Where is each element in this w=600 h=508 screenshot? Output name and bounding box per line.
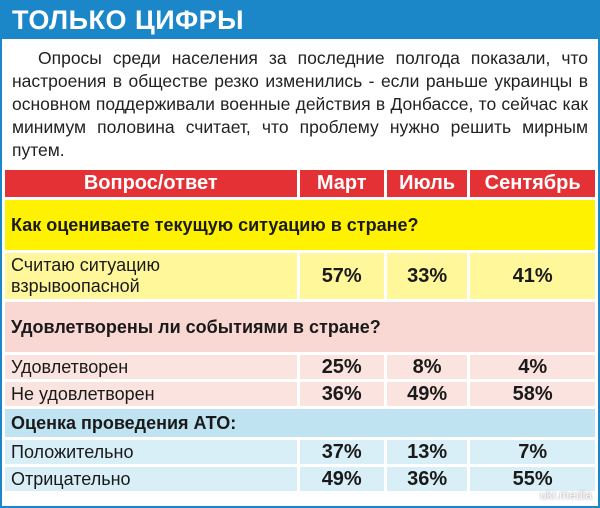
banner-title: ТОЛЬКО ЦИФРЫ	[2, 2, 598, 39]
table-header-row: Вопрос/ответ Март Июль Сентябрь	[5, 170, 595, 197]
answer-label: Считаю ситуацию взрывоопасной	[5, 253, 297, 299]
table-row: Положительно 37% 13% 7%	[5, 440, 595, 464]
value-march: 49%	[299, 467, 384, 491]
section-question-row: Как оцениваете текущую ситуацию в стране…	[5, 200, 595, 250]
answer-label: Положительно	[5, 440, 297, 464]
header-question-answer: Вопрос/ответ	[5, 170, 297, 197]
survey-table: Вопрос/ответ Март Июль Сентябрь Как оцен…	[2, 167, 598, 494]
value-march: 57%	[299, 253, 384, 299]
value-september: 58%	[470, 382, 595, 406]
answer-label: Не удовлетворен	[5, 382, 297, 406]
section-question: Оценка проведения АТО:	[5, 409, 595, 437]
value-september: 41%	[470, 253, 595, 299]
header-july: Июль	[386, 170, 468, 197]
section-question: Удовлетворены ли событиями в стране?	[5, 302, 595, 352]
value-july: 8%	[386, 355, 468, 379]
section-question: Как оцениваете текущую ситуацию в стране…	[5, 200, 595, 250]
section-question-row: Удовлетворены ли событиями в стране?	[5, 302, 595, 352]
value-july: 33%	[386, 253, 468, 299]
section-question-row: Оценка проведения АТО:	[5, 409, 595, 437]
intro-paragraph: Опросы среди населения за последние полг…	[12, 48, 588, 160]
table-row: Удовлетворен 25% 8% 4%	[5, 355, 595, 379]
value-september: 4%	[470, 355, 595, 379]
value-september: 7%	[470, 440, 595, 464]
header-september: Сентябрь	[470, 170, 595, 197]
value-july: 13%	[386, 440, 468, 464]
answer-label: Отрицательно	[5, 467, 297, 491]
value-march: 25%	[299, 355, 384, 379]
watermark: ukr.media	[539, 488, 592, 502]
value-september: 55%	[470, 467, 595, 491]
answer-label: Удовлетворен	[5, 355, 297, 379]
value-july: 49%	[386, 382, 468, 406]
table-row: Не удовлетворен 36% 49% 58%	[5, 382, 595, 406]
header-march: Март	[299, 170, 384, 197]
table-row: Считаю ситуацию взрывоопасной 57% 33% 41…	[5, 253, 595, 299]
value-july: 36%	[386, 467, 468, 491]
value-march: 36%	[299, 382, 384, 406]
value-march: 37%	[299, 440, 384, 464]
table-row: Отрицательно 49% 36% 55%	[5, 467, 595, 491]
